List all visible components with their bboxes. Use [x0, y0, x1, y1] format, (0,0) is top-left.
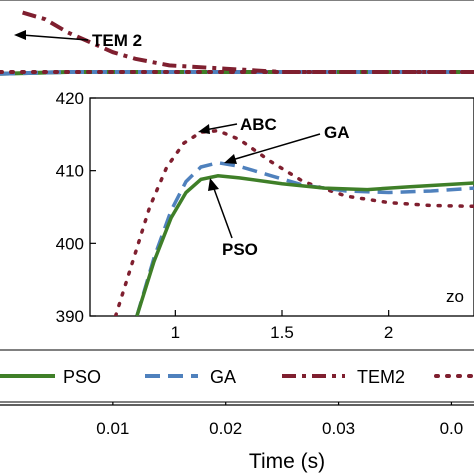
main-series-tem2-line [22, 10, 474, 74]
annotation-tem2-arrow [21, 34, 89, 41]
inset-x-tick-label: 2 [384, 323, 393, 342]
main-plot: 0.01 0.02 0.03 0.0 TEM 2 [0, 0, 474, 438]
annotation-pso: PSO [222, 240, 258, 259]
inset-y-tick-label: 410 [56, 162, 84, 181]
annotation-ga-arrow [231, 133, 321, 161]
legend: PSO GA TEM2 [0, 349, 474, 403]
x-axis-label: Time (s) [249, 450, 325, 473]
annotation-tem2-arrowhead [14, 30, 26, 40]
inset-x-tick-label: 1.5 [270, 323, 294, 342]
inset-x-tick-label: 1 [171, 323, 180, 342]
annotation-pso-arrow [212, 185, 233, 239]
annotation-abc-arrowhead [198, 124, 210, 134]
inset-plot: 390 400 410 420 1 1.5 2 ABC GA PSO zo [56, 89, 474, 342]
annotation-tem2: TEM 2 [92, 31, 142, 50]
main-x-tick-label: 0.0 [440, 419, 464, 438]
legend-label-pso: PSO [63, 367, 101, 387]
annotation-pso-arrowhead [208, 178, 219, 191]
main-x-tick-label: 0.01 [96, 419, 129, 438]
inset-series-pso-line [135, 174, 474, 316]
main-x-tick-label: 0.02 [209, 419, 242, 438]
inset-series-group [113, 128, 474, 316]
inset-y-tick-label: 400 [56, 234, 84, 253]
annotation-abc-arrow [204, 123, 238, 131]
legend-label-ga: GA [210, 367, 236, 387]
main-x-tick-label: 0.03 [322, 419, 355, 438]
annotation-abc: ABC [240, 115, 277, 134]
inset-y-tick-label: 420 [56, 89, 84, 108]
annotation-ga-arrowhead [224, 154, 237, 164]
inset-y-tick-label: 390 [56, 307, 84, 326]
inset-series-abc-line [113, 128, 474, 316]
annotation-zoom: zo [446, 287, 464, 306]
inset-series-ga-line [135, 160, 474, 316]
legend-box [0, 349, 474, 403]
annotation-ga: GA [324, 123, 350, 142]
legend-label-tem2: TEM2 [357, 367, 405, 387]
inset-annotations: ABC GA PSO zo [198, 115, 464, 306]
